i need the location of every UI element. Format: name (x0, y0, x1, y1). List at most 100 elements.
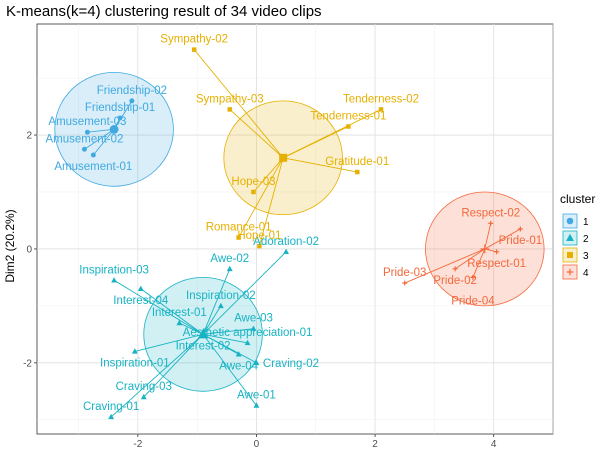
spoke-pride-04 (472, 248, 486, 278)
spoke-pride-02 (454, 248, 486, 270)
label-interest-02: Interest-02 (176, 340, 231, 352)
y-tick-label: 0 (26, 244, 32, 255)
spoke-sympathy-02 (193, 49, 284, 159)
label-craving-03: Craving-03 (116, 381, 172, 393)
spoke-romance-01 (238, 157, 284, 238)
spoke-inspiration-03 (113, 279, 204, 335)
point-awe-02 (226, 265, 233, 272)
point-sympathy-02 (191, 47, 197, 52)
point-sympathy-03 (227, 107, 233, 112)
spoke-amusement-02 (84, 128, 115, 150)
label-inspiration-03: Inspiration-03 (79, 264, 149, 276)
legend-label-1: 1 (583, 217, 589, 228)
label-friendship-02: Friendship-02 (97, 85, 167, 97)
legend-marker-4 (566, 268, 574, 276)
label-friendship-01: Friendship-01 (85, 102, 155, 114)
point-craving-01 (108, 413, 115, 420)
spoke-adoration-02 (202, 251, 287, 335)
point-tenderness-01 (346, 124, 351, 129)
label-tenderness-02: Tenderness-02 (343, 93, 419, 105)
cluster-3-centroid (279, 153, 288, 162)
label-pride-03: Pride-03 (383, 267, 426, 279)
label-gratitude-01: Gratitude-01 (325, 156, 389, 168)
label-interest-01: Interest-01 (152, 307, 207, 319)
point-aesthetic-appreciation-01 (244, 339, 251, 346)
label-inspiration-02: Inspiration-02 (186, 290, 256, 302)
label-sympathy-03: Sympathy-03 (196, 93, 264, 105)
point-interest-04 (137, 285, 144, 292)
label-pride-01: Pride-01 (499, 235, 542, 247)
label-adoration-02: Adoration-02 (253, 236, 319, 248)
point-respect-01 (494, 249, 500, 255)
spoke-hope-01 (258, 157, 284, 247)
point-tenderness-02 (378, 107, 384, 112)
legend-label-2: 2 (583, 234, 589, 245)
point-pride-04 (470, 274, 476, 280)
spoke-interest-04 (140, 288, 204, 335)
spoke-craving-01 (110, 334, 204, 418)
y-tick-label: 2 (26, 131, 32, 142)
spoke-sympathy-03 (229, 109, 284, 159)
label-awe-01: Awe-01 (237, 390, 276, 402)
point-respect-02 (488, 220, 494, 226)
point-awe-04 (235, 351, 242, 357)
spoke-respect-02 (484, 223, 492, 250)
point-adoration-02 (283, 248, 290, 255)
x-tick-label: 2 (372, 439, 378, 450)
spoke-inspiration-02 (202, 305, 222, 335)
point-hope-01 (257, 243, 262, 249)
x-tick-label: 4 (491, 439, 497, 450)
label-awe-04: Awe-04 (219, 360, 258, 372)
point-pride-03 (402, 280, 408, 286)
point-inspiration-03 (111, 277, 118, 283)
label-craving-01: Craving-01 (83, 401, 139, 413)
point-pride-01 (517, 226, 523, 232)
spoke-aesthetic-appreciation-01 (202, 333, 248, 344)
chart-title: K-means(k=4) clustering result of 34 vid… (6, 3, 322, 20)
point-interest-01 (176, 319, 183, 326)
cluster-2-centroid (197, 328, 209, 339)
legend-title: cluster (560, 192, 595, 206)
label-amusement-01: Amusement-01 (54, 161, 132, 173)
point-craving-02 (253, 359, 260, 366)
y-axis-label: Dim2 (20.2%) (3, 209, 17, 282)
spoke-craving-02 (202, 333, 257, 364)
label-inspiration-01: Inspiration-01 (100, 357, 170, 369)
x-tick-label: 0 (254, 439, 260, 450)
point-amusement-01 (90, 152, 96, 158)
label-awe-02: Awe-02 (210, 253, 249, 265)
label-respect-02: Respect-02 (461, 207, 520, 219)
label-romance-01: Romance-01 (206, 222, 272, 234)
spoke-amusement-03 (87, 128, 115, 133)
label-tenderness-01: Tenderness-01 (310, 111, 386, 123)
point-romance-01 (236, 235, 241, 240)
label-respect-01: Respect-01 (467, 258, 526, 270)
spoke-awe-01 (202, 334, 257, 406)
spoke-craving-03 (143, 334, 204, 398)
label-pride-04: Pride-04 (451, 295, 495, 307)
legend-label-3: 3 (583, 251, 589, 262)
point-craving-03 (140, 393, 147, 400)
cluster-4-centroid (480, 244, 490, 254)
point-hope-03 (251, 189, 256, 195)
point-amusement-02 (81, 146, 87, 152)
cluster-1-centroid (109, 124, 119, 134)
panel-border (36, 23, 554, 435)
label-craving-02: Craving-02 (263, 358, 319, 370)
legend-marker-2 (566, 233, 574, 241)
spoke-pride-03 (404, 248, 485, 284)
label-amusement-03: Amusement-03 (48, 116, 126, 128)
spoke-tenderness-01 (282, 126, 349, 159)
spoke-gratitude-01 (283, 157, 358, 173)
label-aesthetic-appreciation-01: Aesthetic appreciation-01 (183, 327, 313, 339)
spoke-awe-03 (203, 328, 254, 335)
label-pride-02: Pride-02 (433, 275, 476, 287)
legend-label-4: 4 (583, 268, 589, 279)
spoke-amusement-01 (92, 129, 115, 156)
label-awe-03: Awe-03 (234, 313, 273, 325)
legend-marker-1 (566, 217, 574, 225)
spoke-interest-01 (179, 322, 204, 335)
point-awe-03 (250, 325, 257, 331)
point-inspiration-01 (131, 348, 138, 354)
